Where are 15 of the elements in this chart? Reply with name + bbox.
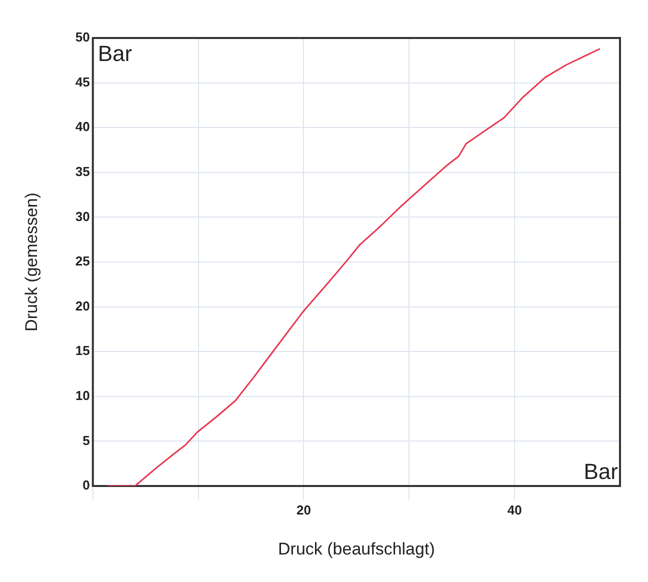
annotation: Bar — [584, 459, 618, 484]
y-tick-label: 5 — [82, 432, 90, 448]
x-axis-title: Druck (beaufschlagt) — [278, 539, 435, 558]
annotation: Bar — [98, 41, 132, 66]
y-tick-label: 0 — [82, 478, 90, 493]
y-tick-label: 10 — [75, 388, 90, 403]
y-tick-label: 35 — [75, 164, 90, 179]
y-tick-label: 40 — [75, 119, 90, 134]
y-tick-label: 30 — [75, 208, 90, 224]
y-tick-label: 45 — [75, 74, 90, 90]
y-tick-label: 15 — [75, 343, 90, 358]
y-tick-label: 20 — [75, 298, 90, 314]
y-axis-title: Druck (gemessen) — [22, 192, 41, 332]
y-tick-label: 25 — [75, 254, 90, 269]
y-tick-label: 50 — [75, 30, 90, 45]
